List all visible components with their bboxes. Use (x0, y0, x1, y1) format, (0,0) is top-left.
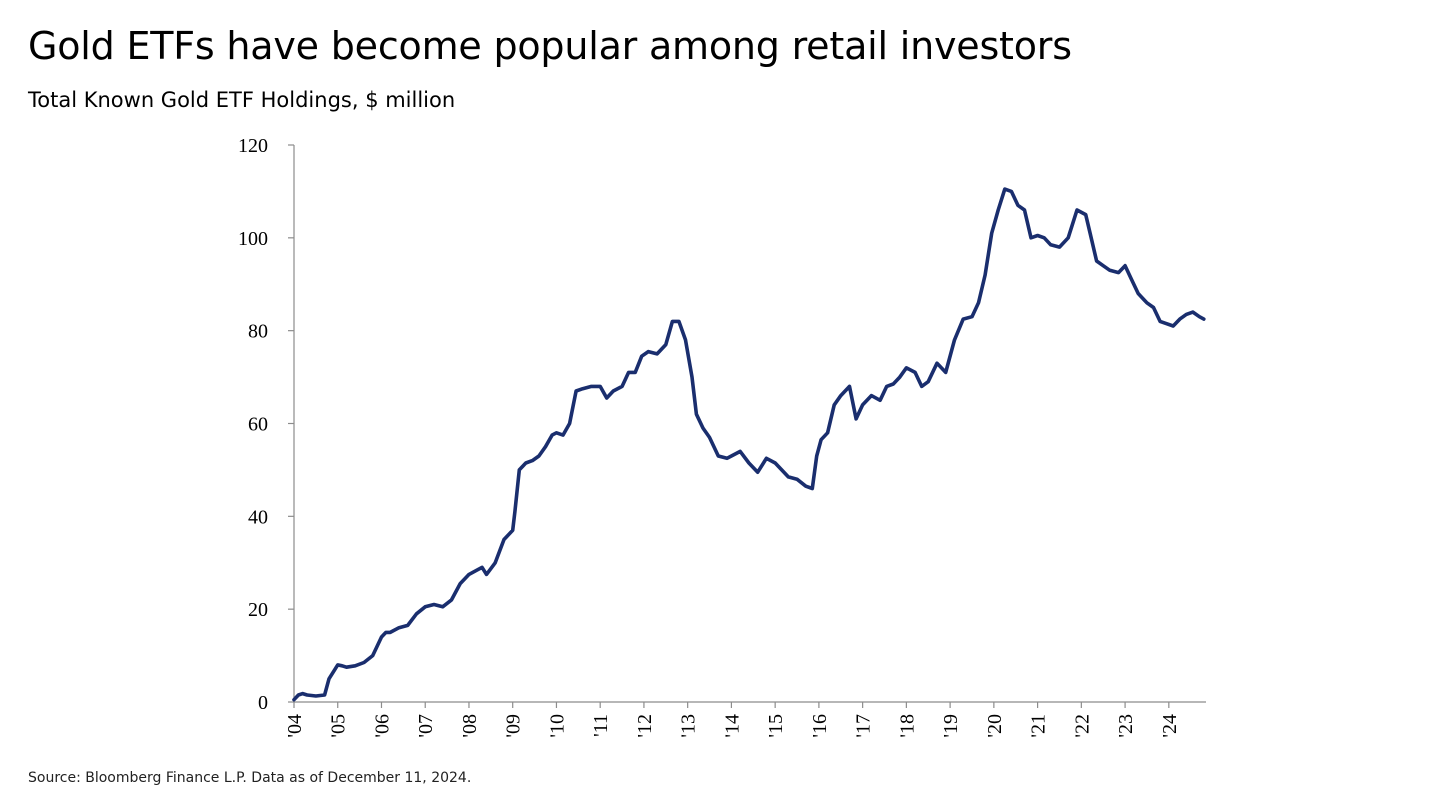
x-tick-label: '08 (459, 714, 481, 738)
x-tick-label: '24 (1159, 714, 1181, 738)
x-tick-label: '20 (984, 714, 1006, 738)
series-line-holdings (292, 187, 1206, 702)
x-tick-label: '16 (809, 714, 831, 738)
x-tick-label: '15 (765, 714, 787, 738)
gold-etf-holdings-chart: 0 20 40 60 80 100 120 '04 '05 '06 '07 '08 '09 '10 '11… (238, 135, 1206, 738)
x-tick-label: '13 (678, 714, 700, 738)
x-tick-label: '04 (284, 714, 306, 738)
x-tick-label: '19 (940, 714, 962, 738)
x-tick-label: '21 (1028, 714, 1050, 738)
chart-axes (293, 145, 1206, 703)
x-axis-ticks: '04 '05 '06 '07 '08 '09 '10 '11 '12 '13 '14 '15 '16 '… (284, 702, 1181, 738)
x-tick-label: '10 (546, 714, 568, 738)
chart-subtitle: Total Known Gold ETF Holdings, $ million (28, 88, 456, 112)
chart-title: Gold ETFs have become popular among reta… (28, 24, 1072, 68)
y-tick-label: 120 (238, 135, 268, 157)
x-tick-label: '22 (1071, 714, 1093, 738)
y-tick-label: 100 (238, 228, 268, 250)
x-tick-label: '17 (853, 714, 875, 738)
x-tick-label: '18 (896, 714, 918, 738)
x-tick-label: '06 (371, 714, 393, 738)
x-tick-label: '05 (328, 714, 350, 738)
x-tick-label: '11 (590, 714, 612, 737)
x-tick-label: '14 (721, 714, 743, 738)
y-tick-label: 20 (248, 599, 268, 621)
y-tick-label: 40 (248, 506, 268, 528)
y-tick-label: 60 (248, 414, 268, 436)
x-tick-label: '07 (415, 714, 437, 738)
series-layer (292, 187, 1206, 702)
source-note: Source: Bloomberg Finance L.P. Data as o… (28, 770, 472, 786)
x-tick-label: '09 (503, 714, 525, 738)
x-tick-label: '23 (1115, 714, 1137, 738)
x-tick-label: '12 (634, 714, 656, 738)
y-tick-label: 80 (248, 321, 268, 343)
y-tick-label: 0 (258, 692, 268, 714)
y-axis-ticks: 0 20 40 60 80 100 120 (238, 135, 294, 714)
